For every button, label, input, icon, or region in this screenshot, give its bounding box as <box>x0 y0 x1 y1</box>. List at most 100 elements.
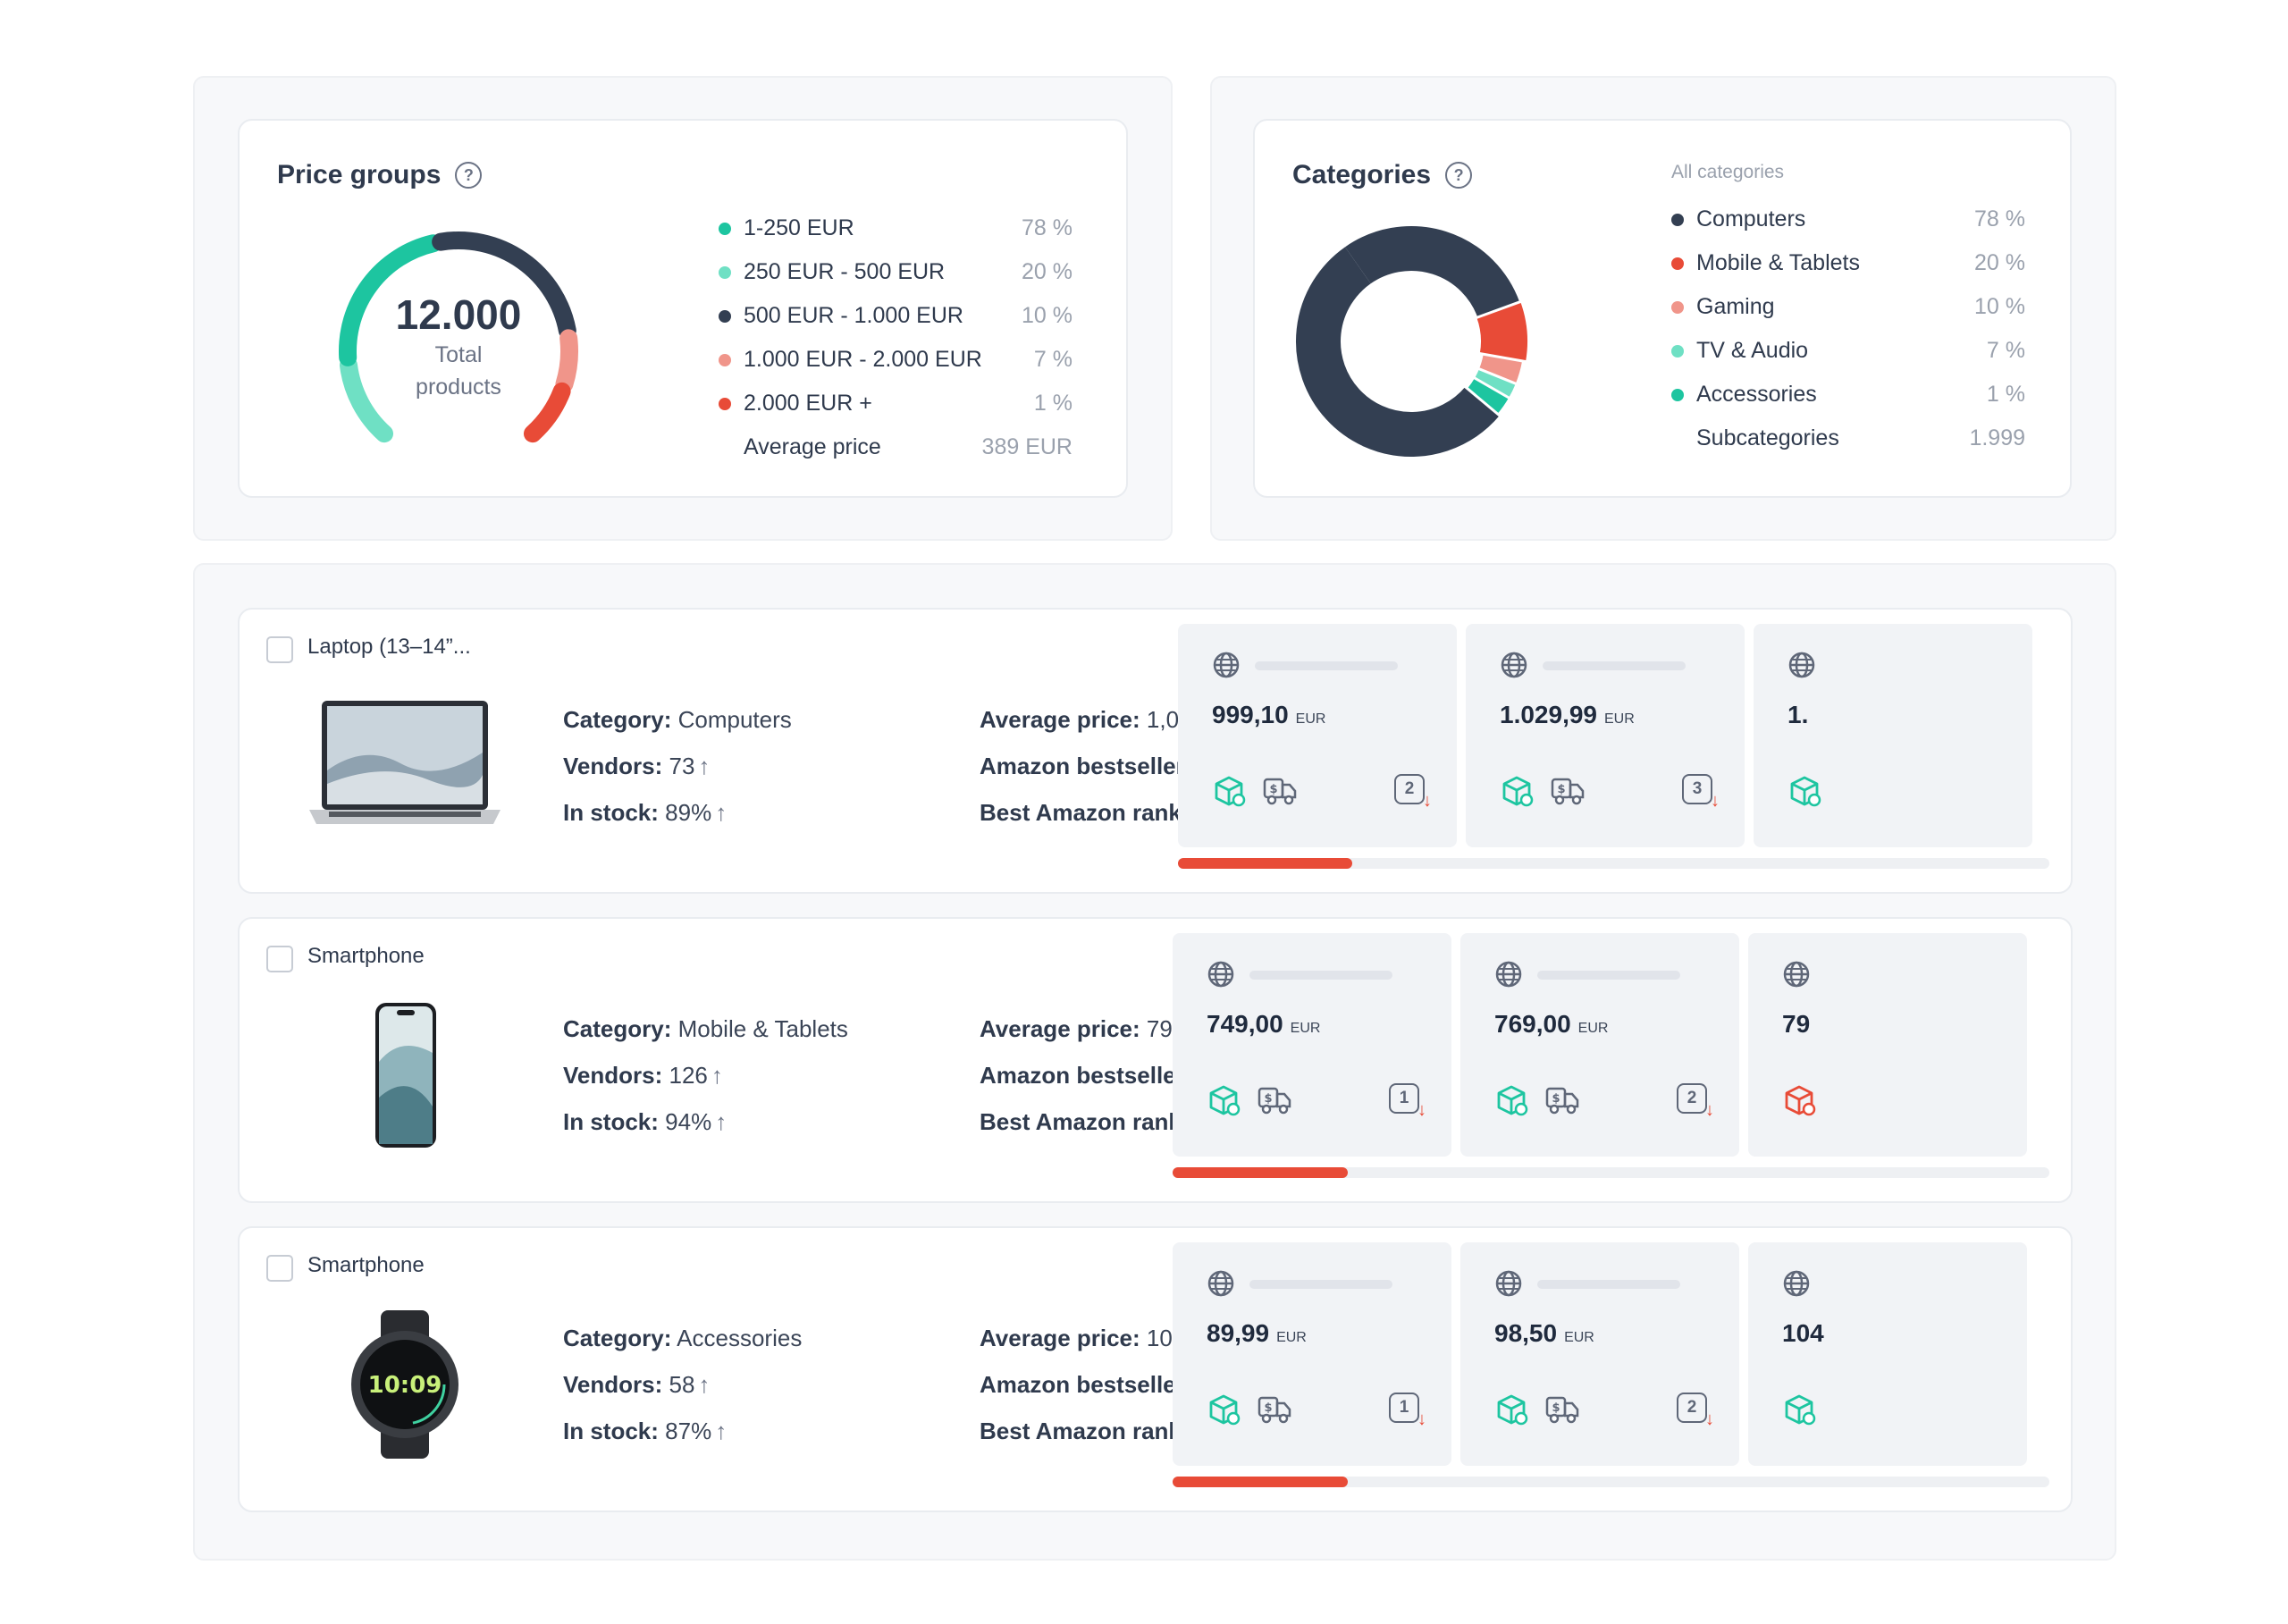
categories-legend-item: Computers 78 % <box>1671 198 2025 241</box>
price-currency: EUR <box>1290 1021 1321 1036</box>
total-label: Total <box>434 342 483 367</box>
vendor-offers-strip[interactable]: 89,99 EUR 1 ↓ 98,50 EUR 2 ↓ 104 <box>1173 1242 2049 1466</box>
vendor-offer-tile[interactable]: 769,00 EUR 2 ↓ <box>1460 933 1739 1157</box>
trend-arrow-icon: ↑ <box>715 1108 728 1135</box>
help-icon[interactable]: ? <box>455 162 483 189</box>
scroll-progress[interactable] <box>1173 1477 2049 1487</box>
rank-number: 2 <box>1687 1089 1697 1107</box>
globe-icon <box>1788 651 1816 679</box>
slice-separator <box>1476 351 1530 364</box>
vendors-field: Vendors: 73 ↑ <box>563 753 792 799</box>
donut-slice <box>1478 353 1523 384</box>
rank-down-icon: ↓ <box>1711 791 1720 811</box>
product-info-left: Category: Mobile & Tablets Vendors: 126 ↑ I… <box>563 1015 848 1155</box>
field-value: Accessories <box>677 1325 803 1351</box>
select-checkbox[interactable] <box>266 1255 293 1282</box>
vendor-offer-tile[interactable]: 79 <box>1748 933 2027 1157</box>
legend-dot <box>719 397 731 410</box>
legend-dot <box>1671 300 1684 314</box>
product-image <box>302 999 508 1151</box>
globe-icon <box>1782 1269 1811 1298</box>
rank-down-icon: ↓ <box>1417 1100 1426 1120</box>
legend-label: TV & Audio <box>1696 338 1809 363</box>
price-groups-title: Price groups <box>277 160 442 189</box>
vendor-price: 104 <box>1782 1319 1831 1348</box>
scroll-progress[interactable] <box>1173 1167 2049 1178</box>
price-currency: EUR <box>1564 1330 1594 1345</box>
select-checkbox[interactable] <box>266 636 293 663</box>
average-price-value: 389 EUR <box>981 434 1072 459</box>
help-icon[interactable]: ? <box>1445 162 1473 189</box>
rank-badge: 3 ↓ <box>1682 774 1720 811</box>
product-info-left: Category: Computers Vendors: 73 ↑ In stock:… <box>563 706 792 846</box>
scroll-progress[interactable] <box>1178 858 2049 869</box>
category-field: Category: Accessories <box>563 1325 802 1371</box>
field-label: In stock: <box>563 1108 659 1135</box>
legend-dot <box>719 309 731 323</box>
vendor-price: 89,99 EUR <box>1207 1319 1307 1348</box>
subcategories-label: Subcategories <box>1696 425 1839 450</box>
rank-number: 3 <box>1692 779 1703 798</box>
select-checkbox[interactable] <box>266 946 293 972</box>
vendor-offer-tile[interactable]: 999,10 EUR 2 ↓ <box>1178 624 1457 847</box>
vendor-name-placeholder <box>1255 661 1398 670</box>
field-label: Category: <box>563 1015 672 1042</box>
globe-icon <box>1494 960 1523 989</box>
slice-separator <box>1460 383 1504 420</box>
legend-percent: 78 % <box>1974 206 2025 231</box>
vendor-offer-tile[interactable]: 1.029,99 EUR 3 ↓ <box>1466 624 1745 847</box>
price-value: 98,50 <box>1494 1319 1558 1347</box>
shipping-cost-icon <box>1550 772 1586 808</box>
in-stock-field: In stock: 94% ↑ <box>563 1108 848 1155</box>
product-name: Laptop (13–14”... <box>307 635 471 659</box>
package-icon <box>1497 1394 1528 1426</box>
price-currency: EUR <box>1276 1330 1307 1345</box>
gauge-segment <box>432 231 576 340</box>
trend-arrow-icon: ↑ <box>698 1371 711 1398</box>
vendor-offer-tile[interactable]: 104 <box>1748 1242 2027 1466</box>
gauge-segment <box>523 382 571 443</box>
price-value: 89,99 <box>1207 1319 1270 1347</box>
categories-legend-item: TV & Audio 7 % <box>1671 329 2025 373</box>
legend-label: 2.000 EUR + <box>744 391 872 416</box>
vendor-offers-strip[interactable]: 749,00 EUR 1 ↓ 769,00 EUR 2 ↓ 79 <box>1173 933 2049 1157</box>
product-card[interactable]: Smartphone 10:09 Category: Accessories Vend… <box>238 1226 2073 1512</box>
vendor-offers-strip[interactable]: 999,10 EUR 2 ↓ 1.029,99 EUR 3 ↓ 1. <box>1178 624 2049 847</box>
field-label: Vendors: <box>563 1062 663 1089</box>
rank-badge: 1 ↓ <box>1389 1083 1426 1120</box>
product-card[interactable]: Laptop (13–14”... Category: Computers Vend… <box>238 608 2073 894</box>
vendor-offer-tile[interactable]: 98,50 EUR 2 ↓ <box>1460 1242 1739 1466</box>
legend-percent: 78 % <box>1022 215 1072 240</box>
vendor-offer-tile[interactable]: 89,99 EUR 1 ↓ <box>1173 1242 1451 1466</box>
vendor-price: 999,10 EUR <box>1212 701 1325 729</box>
price-groups-title-wrap: Price groups ? <box>277 160 483 190</box>
legend-label: Computers <box>1696 206 1806 231</box>
vendor-price: 1. <box>1788 701 1815 729</box>
vendor-offer-tile[interactable]: 749,00 EUR 1 ↓ <box>1173 933 1451 1157</box>
vendor-name-placeholder <box>1537 971 1680 980</box>
legend-label: 1-250 EUR <box>744 215 854 240</box>
vendors-field: Vendors: 126 ↑ <box>563 1062 848 1108</box>
slice-separator <box>1473 299 1525 321</box>
package-icon <box>1209 1394 1241 1426</box>
product-image: 10:09 <box>302 1308 508 1460</box>
price-value: 999,10 <box>1212 701 1289 728</box>
field-label: Best Amazon rank: <box>980 1418 1190 1444</box>
product-image <box>302 690 508 842</box>
vendor-offer-tile[interactable]: 1. <box>1754 624 2032 847</box>
field-value: 126 <box>669 1062 708 1089</box>
vendor-name-placeholder <box>1249 971 1392 980</box>
product-card[interactable]: Smartphone Category: Mobile & Tablets Vend… <box>238 917 2073 1203</box>
trend-arrow-icon: ↑ <box>711 1062 723 1089</box>
legend-dot <box>719 222 731 235</box>
field-label: In stock: <box>563 799 659 826</box>
rank-down-icon: ↓ <box>1705 1100 1714 1120</box>
category-field: Category: Computers <box>563 706 792 753</box>
field-value: 58 <box>669 1371 695 1398</box>
rank-number: 2 <box>1404 779 1415 798</box>
categories-title-wrap: Categories ? <box>1292 160 1473 190</box>
product-info-left: Category: Accessories Vendors: 58 ↑ In stoc… <box>563 1325 802 1464</box>
price-groups-legend: 1-250 EUR 78 % 250 EUR - 500 EUR 20 % 500 EU… <box>719 206 1072 469</box>
legend-dot <box>1671 344 1684 358</box>
vendor-price: 1.029,99 EUR <box>1500 701 1635 729</box>
